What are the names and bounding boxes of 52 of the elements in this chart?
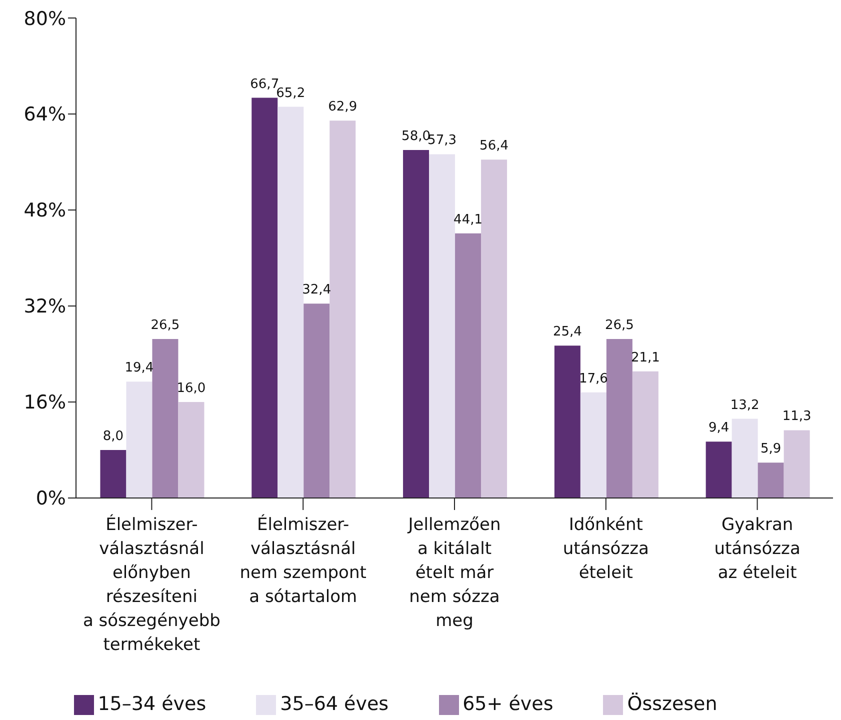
legend-label: Összesen	[627, 693, 718, 715]
legend-label: 15–34 éves	[98, 693, 206, 715]
x-tick-label: Élelmiszer- választásnál előnyben részesíteni a sószegényebb termékeket	[82, 514, 220, 655]
data-label: 26,5	[604, 318, 634, 333]
data-label: 21,1	[630, 350, 660, 366]
x-tick-label: Jellemzően a kitálalt ételt már nem sózza meg	[407, 515, 501, 631]
data-label: 26,5	[150, 318, 180, 333]
y-tick-label: 64%	[24, 104, 66, 126]
bar	[278, 106, 304, 498]
data-label: 62,9	[328, 100, 358, 115]
data-label: 17,6	[578, 371, 608, 386]
legend-label: 35–64 éves	[280, 693, 389, 715]
bar	[784, 430, 810, 498]
data-label: 13,2	[730, 398, 760, 413]
bar	[100, 450, 126, 498]
data-label: 19,4	[124, 360, 154, 376]
bar	[455, 233, 482, 498]
data-label: 25,4	[552, 324, 582, 340]
y-tick-label: 16%	[24, 392, 66, 414]
data-label: 56,4	[480, 138, 508, 154]
y-tick-label: 0%	[36, 488, 66, 510]
bar	[732, 418, 758, 498]
bar	[580, 392, 606, 498]
y-tick-label: 48%	[24, 200, 66, 222]
bar	[152, 339, 178, 498]
data-label: 44,1	[454, 212, 482, 228]
bar	[178, 402, 204, 498]
x-tick-label: Gyakran utánsózza az ételeit	[714, 515, 800, 583]
y-tick-label: 80%	[24, 8, 66, 30]
data-label: 65,2	[276, 86, 306, 101]
bar	[606, 339, 632, 498]
data-label: 16,0	[176, 381, 206, 396]
bar	[304, 304, 330, 498]
data-label: 11,3	[782, 409, 812, 424]
bar	[403, 150, 430, 498]
x-tick-label: Időnként utánsózza ételeit	[562, 515, 649, 583]
bar	[706, 442, 732, 498]
x-tick-label: Élelmiszer- választásnál nem szempont a sótartalom	[240, 514, 367, 607]
data-label: 8,0	[102, 429, 124, 444]
bar	[758, 462, 784, 498]
bar	[481, 160, 508, 498]
bar	[330, 120, 356, 498]
bar	[554, 346, 580, 498]
data-label: 5,9	[760, 442, 782, 457]
legend-label: 65+ éves	[462, 693, 554, 715]
bar	[632, 371, 658, 498]
data-label: 9,4	[708, 420, 730, 436]
y-tick-label: 32%	[24, 296, 66, 318]
bar	[429, 154, 456, 498]
bar	[126, 382, 152, 498]
data-label: 32,4	[302, 282, 332, 298]
bar	[252, 98, 278, 498]
